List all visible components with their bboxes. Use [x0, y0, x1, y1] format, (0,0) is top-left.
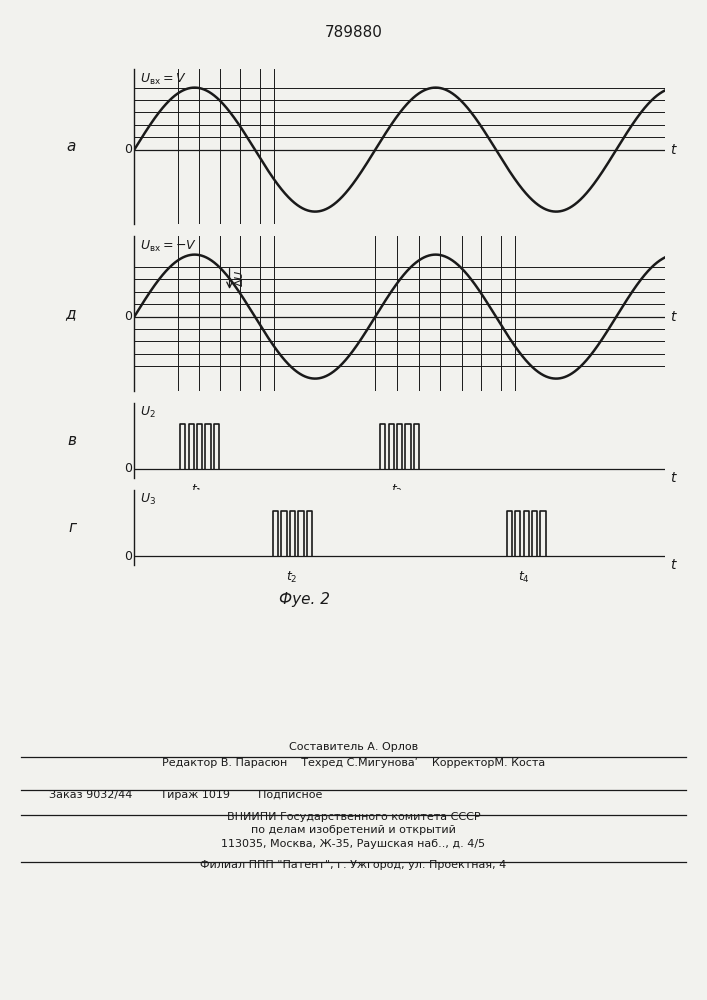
Text: $U_{\rm вх}=V$: $U_{\rm вх}=V$ [140, 72, 186, 87]
Text: д: д [66, 306, 76, 321]
Text: $t_3$: $t_3$ [391, 483, 403, 498]
Text: $U_{\rm вх}{=}{-}V$: $U_{\rm вх}{=}{-}V$ [140, 239, 197, 254]
Text: Филиал ППП "Патент", г. Ужгород, ул. Проектная, 4: Филиал ППП "Патент", г. Ужгород, ул. Про… [200, 860, 507, 870]
Text: 0: 0 [124, 462, 132, 476]
Text: t: t [670, 143, 675, 157]
Text: 113035, Москва, Ж-35, Раушская наб.., д. 4/5: 113035, Москва, Ж-35, Раушская наб.., д.… [221, 839, 486, 849]
Text: Составитель А. Орлов: Составитель А. Орлов [289, 742, 418, 752]
Text: $\Delta U$: $\Delta U$ [233, 269, 245, 287]
Text: 0: 0 [124, 310, 132, 323]
Text: 0: 0 [124, 143, 132, 156]
Text: $t_1$: $t_1$ [191, 483, 203, 498]
Text: 789880: 789880 [325, 25, 382, 40]
Text: Фуе. 2: Фуе. 2 [279, 592, 329, 607]
Text: Редактор В. Парасюн    Техред С.Мигуноваʹ    КорректорМ. Коста: Редактор В. Парасюн Техред С.Мигуноваʹ К… [162, 757, 545, 768]
Text: $U_2$: $U_2$ [140, 404, 156, 420]
Text: $t_2$: $t_2$ [286, 570, 298, 585]
Text: t: t [670, 471, 675, 485]
Text: t: t [670, 310, 675, 324]
Text: $U_3$: $U_3$ [140, 491, 156, 507]
Text: t: t [670, 558, 675, 572]
Text: по делам изобретений и открытий: по делам изобретений и открытий [251, 825, 456, 835]
Text: в: в [67, 433, 76, 448]
Text: a: a [66, 139, 76, 154]
Text: 0: 0 [124, 550, 132, 562]
Text: ВНИИПИ Государственного комитета СССР: ВНИИПИ Государственного комитета СССР [227, 812, 480, 822]
Text: Заказ 9032/44        Тираж 1019        Подписное: Заказ 9032/44 Тираж 1019 Подписное [49, 790, 323, 800]
Text: г: г [68, 520, 76, 535]
Text: $t_4$: $t_4$ [518, 570, 530, 585]
